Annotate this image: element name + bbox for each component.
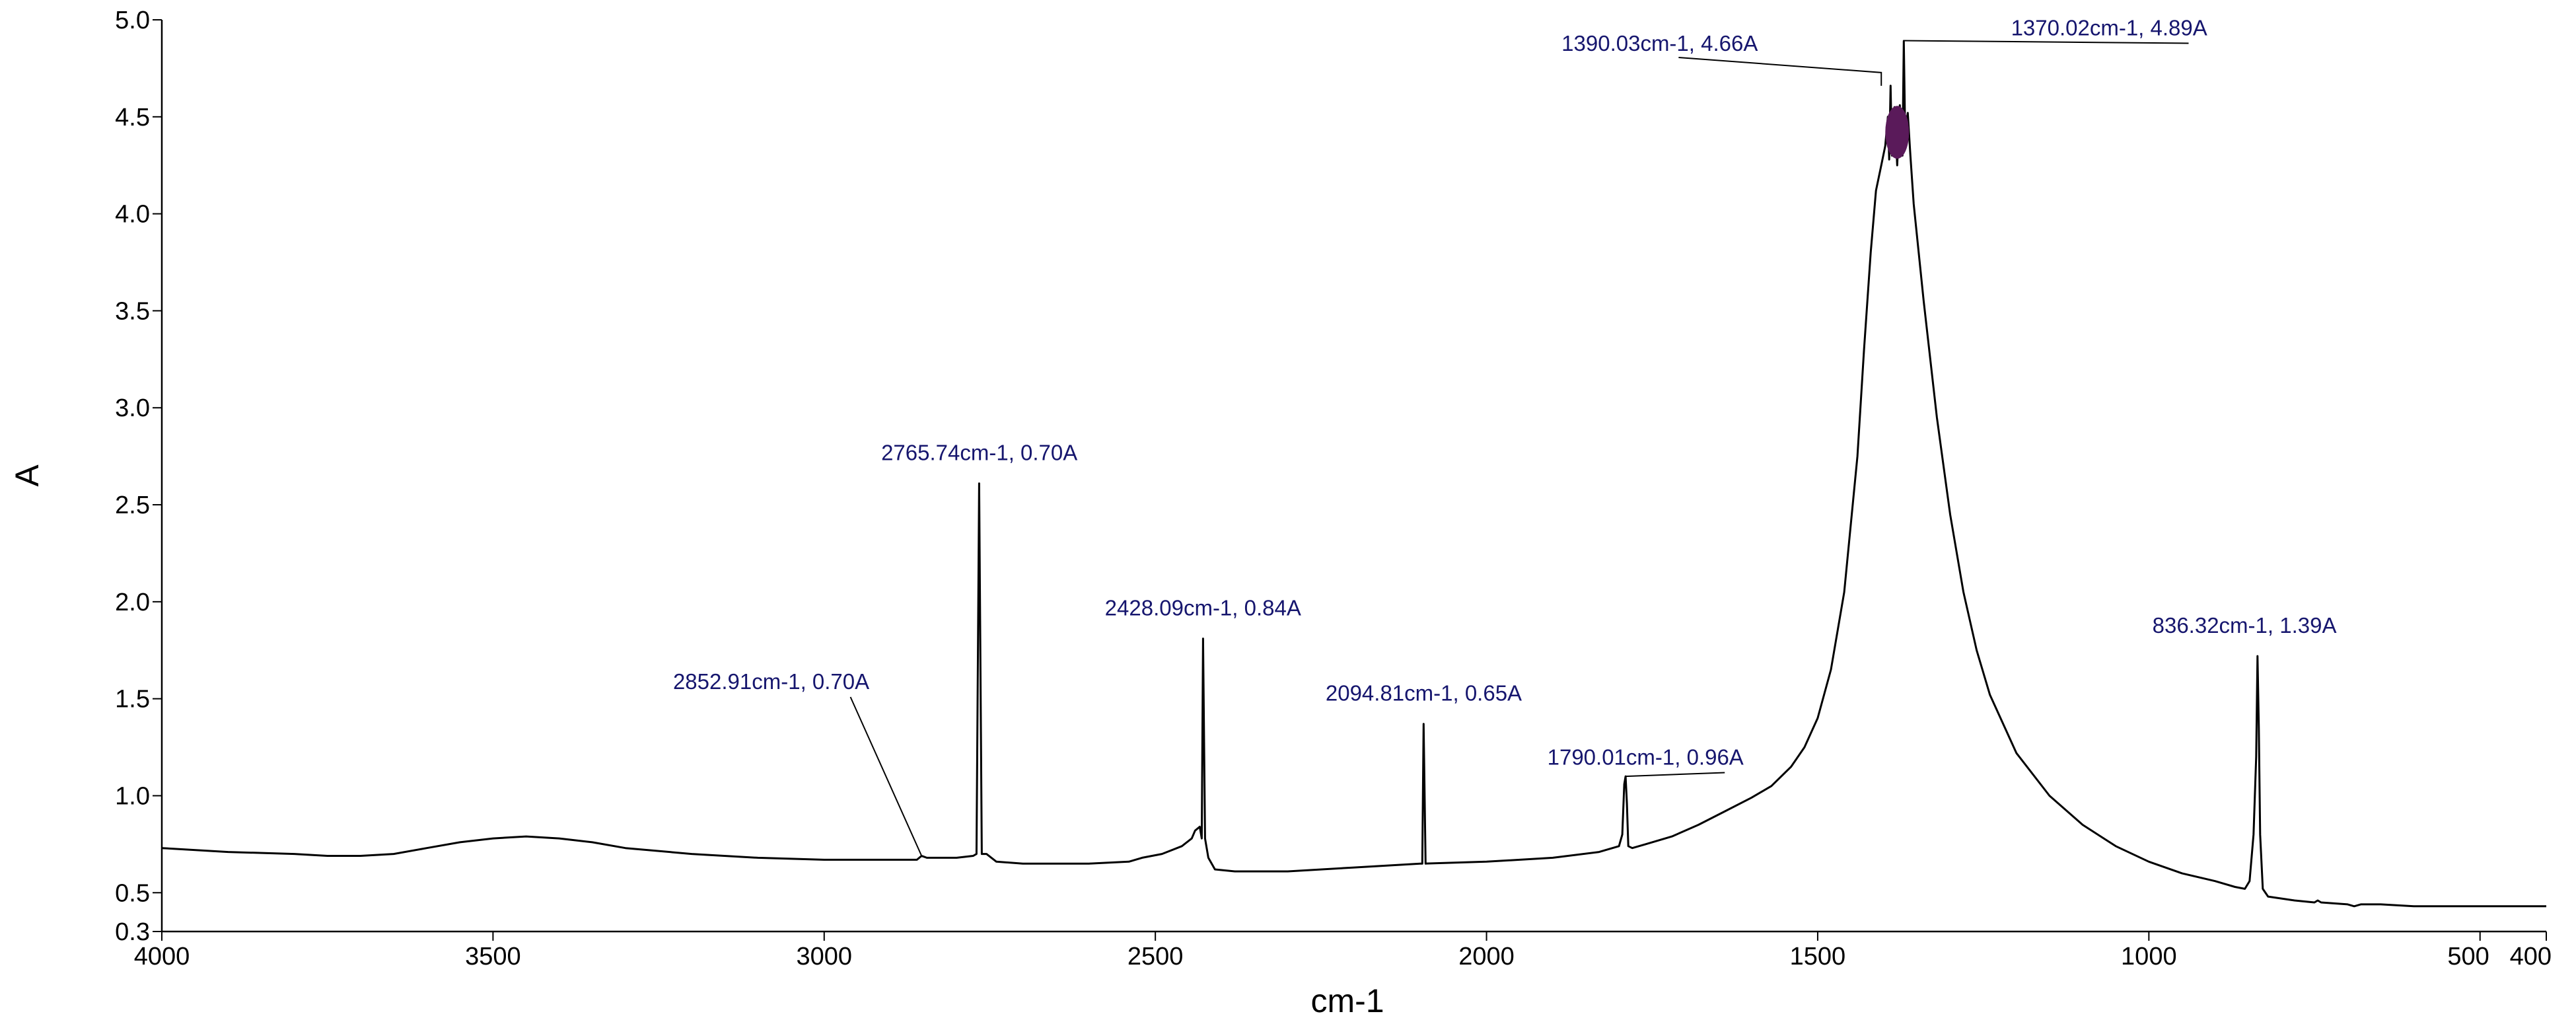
peak-cluster-marker (1885, 106, 1910, 159)
axes (161, 20, 2546, 933)
y-tick-label: 4.0 (115, 201, 150, 229)
x-tick-label: 3500 (465, 943, 521, 970)
x-tick-label: 1500 (1790, 943, 1846, 970)
x-tick-label: 500 (2447, 943, 2489, 970)
y-tick-label: 2.0 (115, 589, 150, 616)
y-tick-label: 2.5 (115, 492, 150, 519)
annotation-leader (1678, 56, 1882, 86)
y-tick-label: 1.5 (115, 686, 150, 713)
x-axis-ticks: 4000 3500 3000 2500 2000 1500 1000 500 400 (134, 932, 2552, 970)
peak-label: 2428.09cm-1, 0.84A (1105, 595, 1301, 620)
x-tick-label: 4000 (134, 943, 190, 970)
spectrum-series-line (161, 40, 2546, 908)
y-tick-label: 0.3 (115, 918, 150, 946)
x-tick-label: 2000 (1458, 943, 1515, 970)
peak-label: 836.32cm-1, 1.39A (2153, 613, 2337, 638)
x-axis-title: cm-1 (1310, 982, 1384, 1019)
annotation-leader (1903, 40, 2189, 44)
y-tick-label: 5.0 (115, 7, 150, 34)
peak-annotation: 1370.02cm-1, 4.89A (1903, 15, 2207, 44)
peak-label: 2094.81cm-1, 0.65A (1326, 681, 1522, 706)
x-tick-label: 2500 (1127, 943, 1184, 970)
peak-annotation: 2094.81cm-1, 0.65A (1326, 681, 1522, 706)
peak-label: 2852.91cm-1, 0.70A (673, 669, 869, 694)
x-tick-label: 3000 (797, 943, 853, 970)
peak-label: 1790.01cm-1, 0.96A (1548, 745, 1744, 769)
x-tick-label: 400 (2510, 943, 2552, 970)
peak-label: 2765.74cm-1, 0.70A (881, 441, 1077, 465)
y-axis-ticks: 5.0 4.5 4.0 3.5 3.0 2.5 2.0 1.5 1.0 0.5 0.3 (115, 7, 162, 946)
annotation-leader (849, 696, 923, 856)
peak-label: 1390.03cm-1, 4.66A (1561, 31, 1758, 55)
peak-annotations: 2852.91cm-1, 0.70A 2765.74cm-1, 0.70A 2428… (673, 15, 2337, 856)
y-tick-label: 3.5 (115, 297, 150, 325)
peak-annotation: 1790.01cm-1, 0.96A (1548, 745, 1744, 778)
peak-annotation: 2852.91cm-1, 0.70A (673, 669, 923, 856)
peak-annotation: 2428.09cm-1, 0.84A (1105, 595, 1301, 620)
peak-annotation: 1390.03cm-1, 4.66A (1561, 31, 1882, 86)
peak-annotation: 2765.74cm-1, 0.70A (881, 441, 1077, 465)
y-tick-label: 4.5 (115, 104, 150, 131)
y-tick-label: 3.0 (115, 394, 150, 422)
y-axis-title: A (9, 464, 46, 487)
peak-label: 1370.02cm-1, 4.89A (2011, 15, 2207, 40)
annotation-leader (1626, 772, 1725, 778)
y-tick-label: 0.5 (115, 879, 150, 907)
peak-annotation: 836.32cm-1, 1.39A (2153, 613, 2337, 638)
x-tick-label: 1000 (2121, 943, 2177, 970)
y-tick-label: 1.0 (115, 782, 150, 810)
